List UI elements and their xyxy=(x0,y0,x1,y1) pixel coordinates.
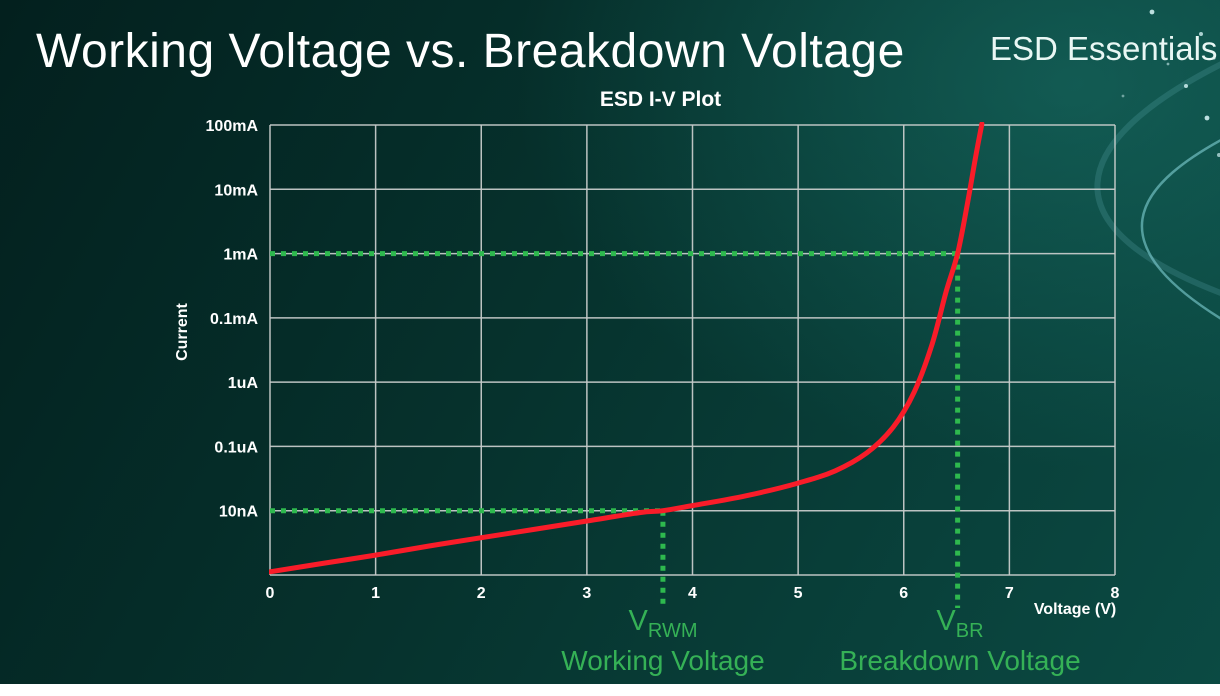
svg-text:8: 8 xyxy=(1111,585,1120,602)
chart-title: ESD I-V Plot xyxy=(599,88,722,111)
vbr-label: Breakdown Voltage xyxy=(839,644,1081,676)
svg-text:4: 4 xyxy=(688,585,697,602)
vrwm-annotation: VRWM Working Voltage xyxy=(523,606,803,675)
svg-text:10nA: 10nA xyxy=(219,504,259,521)
vrwm-symbol: VRWM xyxy=(628,605,698,642)
letterbox-bar xyxy=(0,684,1220,696)
svg-text:1uA: 1uA xyxy=(228,375,259,392)
svg-text:6: 6 xyxy=(899,585,908,602)
svg-text:100mA: 100mA xyxy=(206,118,259,135)
vbr-annotation: VBR Breakdown Voltage xyxy=(810,606,1110,675)
page-title: Working Voltage vs. Breakdown Voltage xyxy=(36,25,905,78)
brand-logo-text: ESD Essentials xyxy=(990,30,1218,67)
svg-text:0: 0 xyxy=(266,585,275,602)
vrwm-label: Working Voltage xyxy=(561,644,765,676)
x-axis-label: Voltage (V) xyxy=(1033,601,1117,618)
svg-text:0.1uA: 0.1uA xyxy=(214,439,258,456)
svg-text:2: 2 xyxy=(477,585,486,602)
svg-text:5: 5 xyxy=(794,585,803,602)
svg-text:0.1mA: 0.1mA xyxy=(210,311,258,328)
svg-text:3: 3 xyxy=(582,585,591,602)
svg-text:7: 7 xyxy=(1005,585,1014,602)
vbr-symbol: VBR xyxy=(936,605,984,642)
svg-text:1mA: 1mA xyxy=(223,247,258,264)
svg-text:1: 1 xyxy=(371,585,380,602)
svg-text:10mA: 10mA xyxy=(214,182,258,199)
